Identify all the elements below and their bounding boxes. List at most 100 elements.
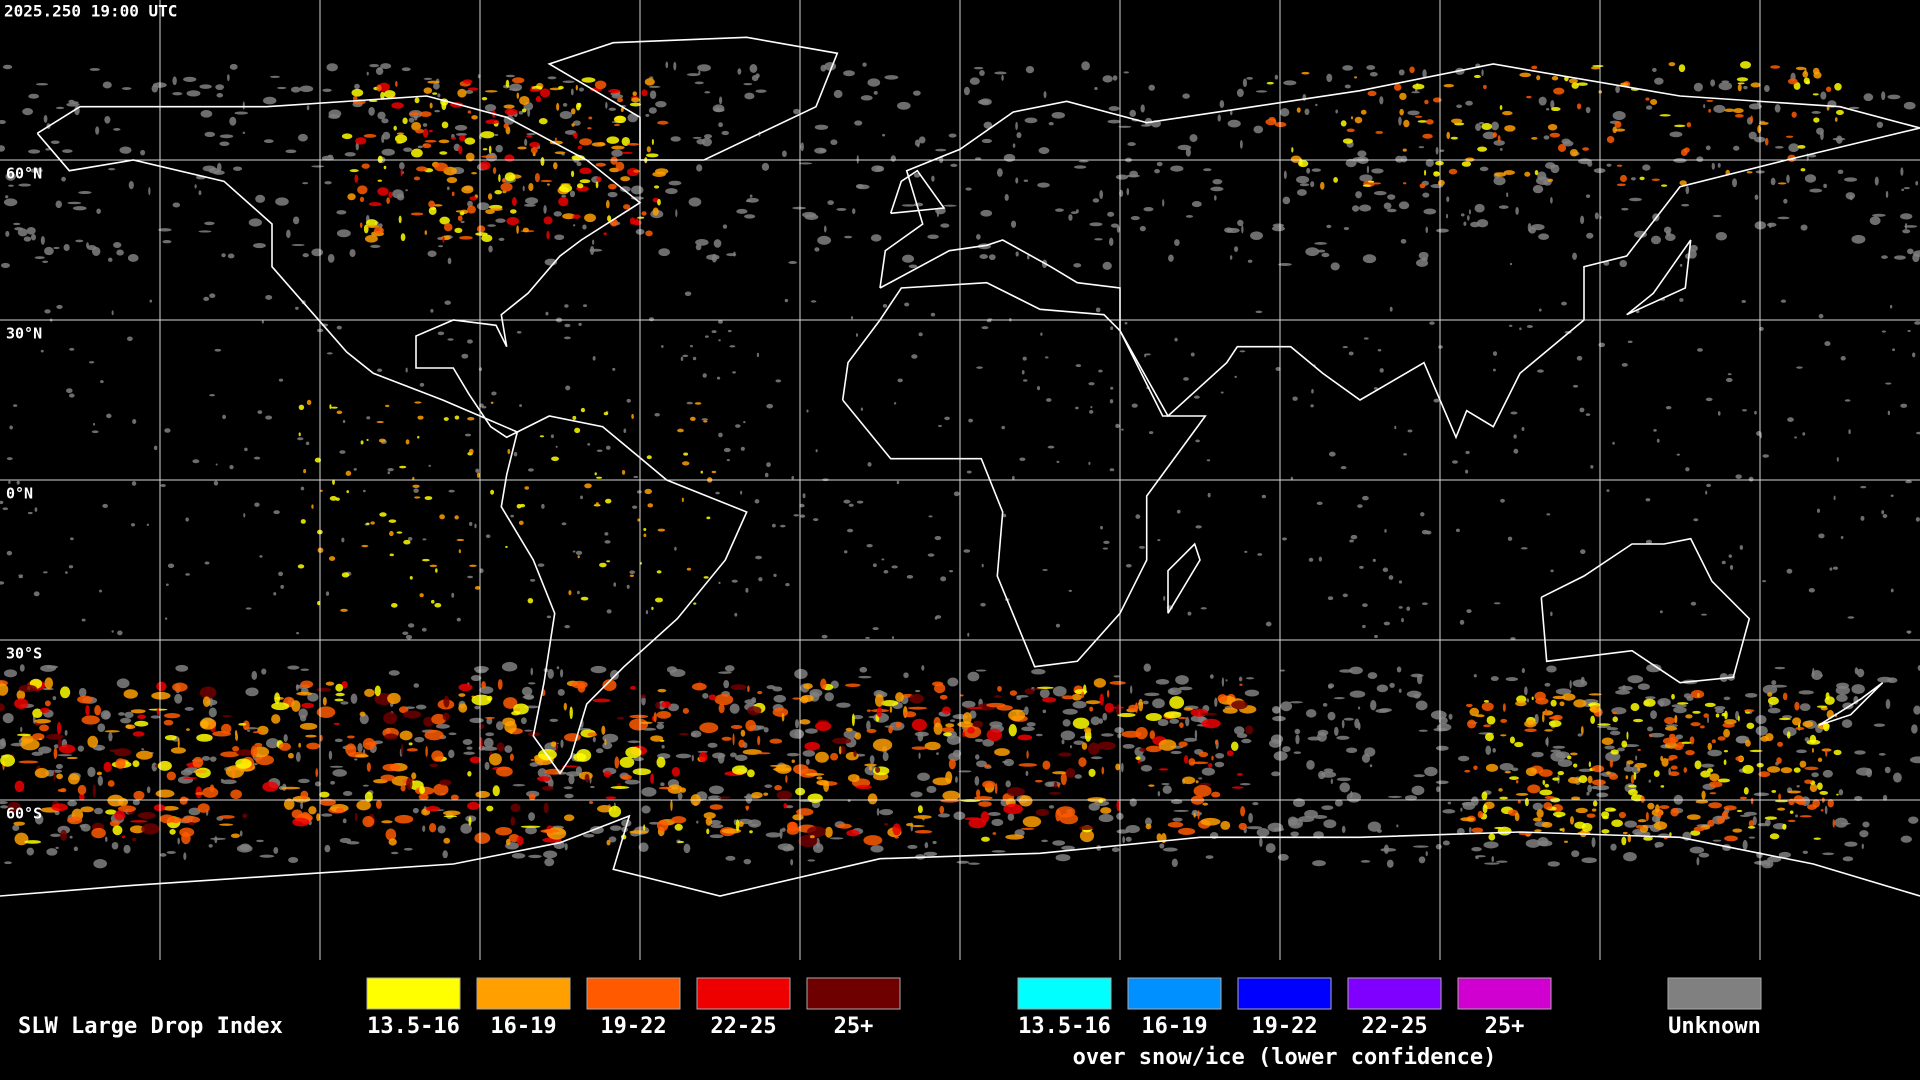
cloud-patch [1401,618,1404,623]
cloud-patch [1023,379,1028,382]
cloud-patch [1705,490,1708,495]
cloud-patch [1723,759,1727,766]
cloud-patch [1680,148,1688,156]
cloud-patch [96,208,101,214]
cloud-patch [982,738,995,747]
cloud-patch [183,852,187,861]
cloud-patch [747,769,755,778]
cloud-patch [1787,417,1794,422]
cloud-patch [1588,761,1592,768]
cloud-patch [1902,229,1911,234]
cloud-patch [227,74,230,82]
cloud-patch [265,415,273,420]
cloud-patch [1061,695,1075,700]
cloud-patch [1811,669,1823,681]
cloud-patch [1144,692,1160,697]
cloud-patch [700,470,703,474]
cloud-patch [1163,596,1166,601]
cloud-patch [1766,766,1781,773]
cloud-patch [527,468,534,472]
cloud-patch [675,753,692,759]
cloud-patch [1118,125,1132,128]
cloud-patch [697,750,708,753]
cloud-patch [518,110,524,115]
cloud-patch [1003,153,1016,162]
cloud-patch [1582,147,1590,151]
cloud-patch [544,858,555,867]
cloud-patch [1364,747,1376,757]
cloud-patch [325,681,335,686]
cloud-patch [69,347,75,351]
cloud-patch [24,840,42,844]
cloud-patch [378,223,383,228]
cloud-patch [697,64,711,72]
cloud-patch [948,758,956,770]
cloud-patch [1673,124,1686,128]
cloud-patch [413,683,420,688]
cloud-patch [113,242,122,248]
cloud-patch [363,134,377,138]
cloud-patch [895,721,902,728]
cloud-patch [978,801,992,807]
cloud-patch [5,172,16,181]
cloud-patch [507,448,511,455]
cloud-patch [140,149,146,156]
cloud-patch [464,433,472,437]
cloud-patch [740,729,746,737]
cloud-patch [376,420,384,424]
cloud-patch [1860,515,1865,521]
cloud-patch [1053,781,1058,788]
cloud-patch [967,726,975,734]
cloud-patch [1754,194,1759,200]
cloud-patch [1536,75,1541,81]
cloud-patch [1027,254,1030,260]
cloud-patch [1576,82,1588,86]
cloud-patch [1650,235,1662,245]
cloud-patch [563,702,568,711]
cloud-patch [940,576,947,582]
cloud-patch [1109,399,1114,404]
cloud-patch [1279,108,1290,117]
cloud-patch [987,812,1001,816]
cloud-patch [1383,202,1392,210]
cloud-patch [611,149,623,157]
cloud-patch [695,243,702,251]
cloud-patch [1241,738,1252,744]
cloud-patch [521,108,527,113]
cloud-patch [1362,495,1369,501]
cloud-patch [547,778,554,789]
cloud-patch [1813,71,1822,79]
cloud-patch [238,722,247,726]
cloud-patch [855,784,872,790]
cloud-patch [1844,841,1858,847]
cloud-patch [383,90,396,98]
cloud-patch [230,789,242,800]
cloud-patch [202,787,219,798]
cloud-patch [55,846,59,849]
cloud-patch [561,194,567,198]
cloud-patch [1386,208,1397,213]
cloud-patch [1362,184,1371,187]
cloud-patch [980,602,986,607]
cloud-patch [882,133,886,137]
cloud-patch [117,805,137,813]
cloud-patch [1627,340,1633,344]
cloud-patch [1185,716,1190,727]
cloud-patch [1505,677,1519,682]
cloud-patch [362,815,375,828]
cloud-patch [366,416,371,420]
cloud-patch [415,128,424,134]
cloud-patch [702,692,709,699]
cloud-patch [159,853,167,857]
cloud-patch [321,813,333,817]
cloud-patch [1170,750,1182,755]
cloud-patch [105,809,117,815]
cloud-patch [403,847,413,851]
cloud-patch [683,843,691,854]
cloud-patch [1272,715,1286,722]
cloud-patch [731,765,748,775]
cloud-patch [1214,739,1218,745]
cloud-patch [611,145,625,150]
cloud-patch [1796,366,1803,369]
cloud-patch [1543,802,1553,810]
